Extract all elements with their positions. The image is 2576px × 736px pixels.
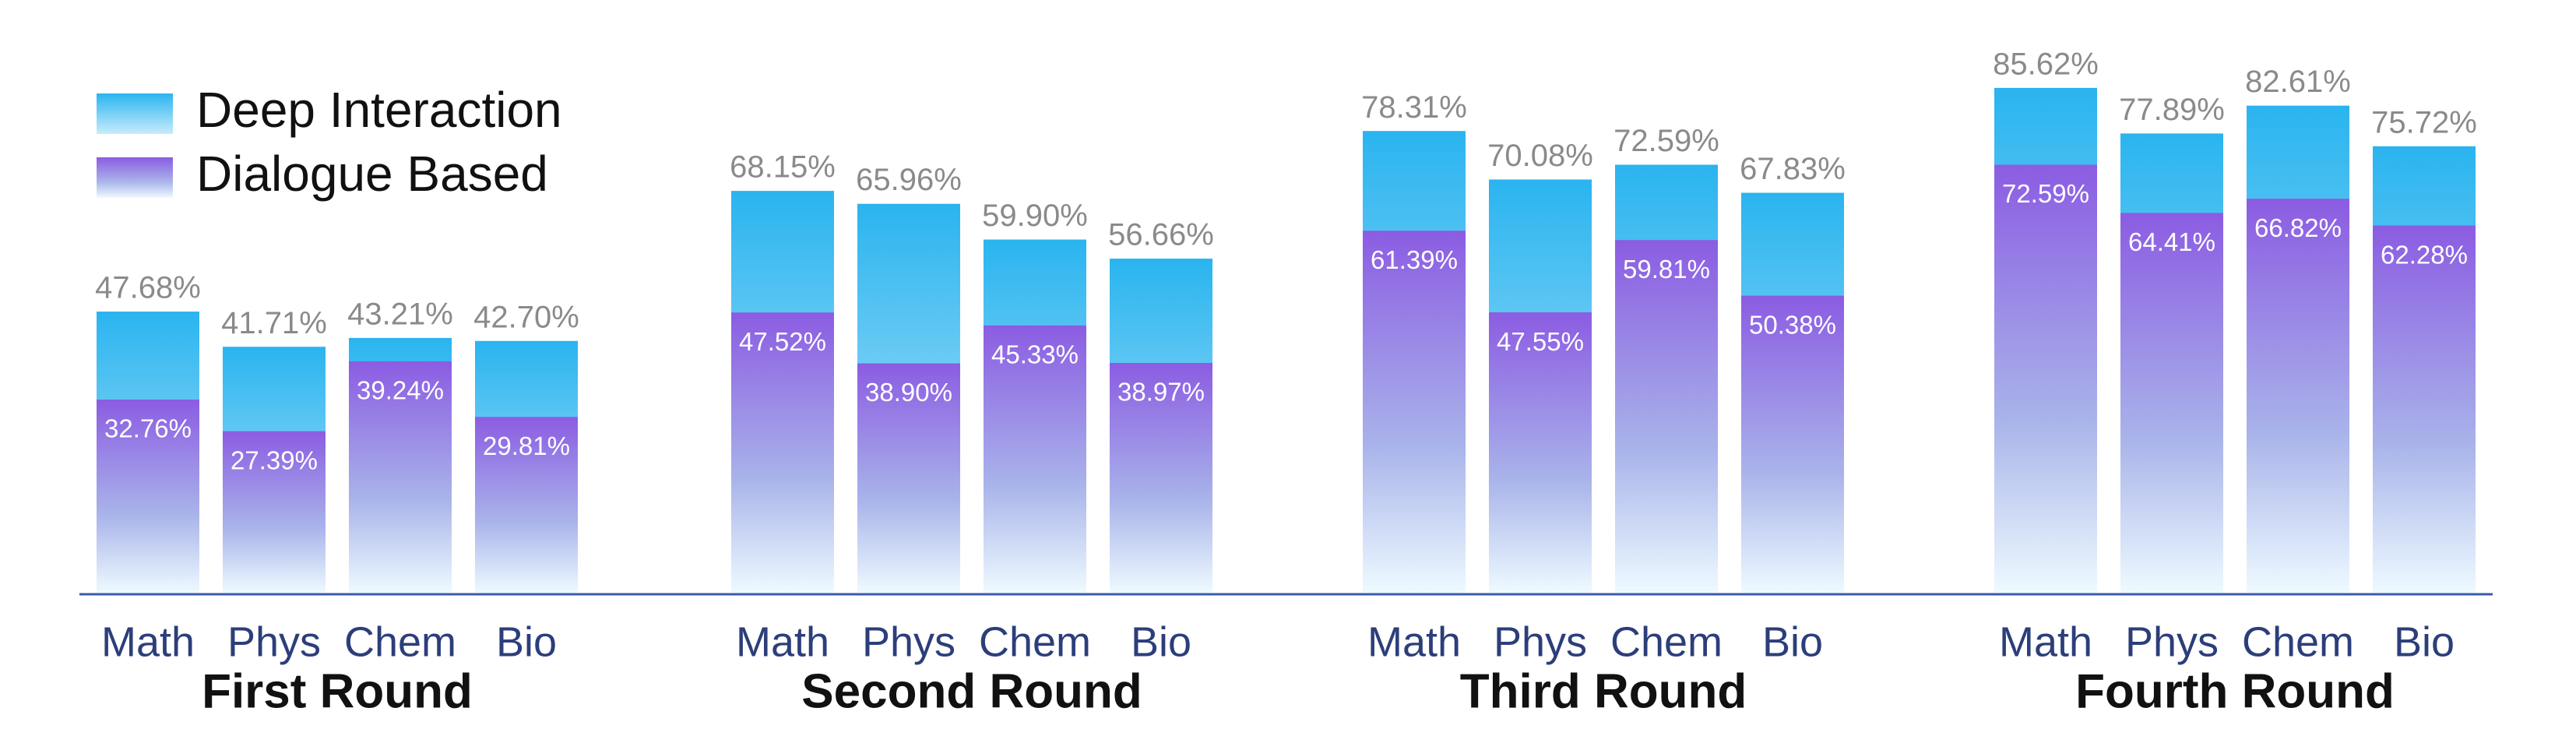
value-label: 62.28% [2381, 240, 2468, 269]
value-label: 42.70% [473, 300, 579, 334]
value-label: 77.89% [2119, 93, 2225, 127]
value-label: 43.21% [347, 297, 453, 331]
x-tick-label: Bio [1762, 618, 1823, 665]
bar [1110, 362, 1212, 593]
value-label: 45.33% [991, 340, 1079, 369]
value-label: 64.41% [2128, 227, 2215, 256]
value-label: 66.82% [2254, 213, 2342, 242]
group-label: First Round [202, 664, 473, 718]
value-label: 38.90% [865, 378, 952, 407]
bar [97, 400, 199, 593]
value-label: 68.15% [730, 150, 836, 185]
x-tick-label: Chem [1610, 618, 1723, 665]
x-tick-label: Bio [2394, 618, 2455, 665]
value-label: 41.71% [221, 306, 327, 340]
value-label: 82.61% [2245, 65, 2351, 99]
bar [857, 363, 960, 593]
bar [1741, 295, 1844, 593]
x-tick-label: Phys [862, 618, 955, 665]
value-label: 59.81% [1623, 255, 1710, 283]
value-label: 85.62% [1993, 47, 2099, 81]
value-label: 47.68% [95, 271, 201, 305]
value-label: 75.72% [2371, 105, 2477, 139]
x-tick-label: Math [1999, 618, 2092, 665]
value-label: 39.24% [357, 376, 444, 405]
value-label: 59.90% [982, 199, 1088, 233]
value-label: 47.55% [1497, 327, 1584, 356]
legend-swatch [97, 157, 173, 198]
x-tick-label: Chem [2242, 618, 2354, 665]
x-tick-label: Math [101, 618, 195, 665]
group-label: Fourth Round [2075, 664, 2395, 718]
bar [984, 325, 1086, 593]
legend-label: Deep Interaction [196, 82, 562, 138]
value-label: 78.31% [1361, 90, 1467, 125]
bar [223, 431, 326, 593]
bar [1994, 164, 2097, 593]
bar [2373, 225, 2476, 593]
value-label: 56.66% [1108, 218, 1214, 252]
legend-label: Dialogue Based [196, 146, 548, 202]
value-label: 50.38% [1749, 310, 1836, 339]
value-label: 47.52% [739, 327, 826, 356]
value-label: 38.97% [1117, 378, 1205, 407]
bar [1489, 312, 1592, 593]
x-tick-label: Phys [1494, 618, 1587, 665]
x-tick-label: Phys [2125, 618, 2219, 665]
value-label: 67.83% [1740, 152, 1846, 186]
x-tick-label: Phys [227, 618, 321, 665]
value-label: 61.39% [1371, 245, 1458, 274]
group-label: Second Round [801, 664, 1142, 718]
value-label: 72.59% [1614, 124, 1719, 158]
legend-swatch [97, 93, 173, 134]
x-tick-label: Math [1367, 618, 1461, 665]
x-tick-label: Chem [979, 618, 1091, 665]
bar [349, 361, 452, 593]
x-tick-label: Math [736, 618, 829, 665]
value-label: 32.76% [104, 414, 192, 443]
value-label: 72.59% [2002, 179, 2089, 208]
value-label: 29.81% [483, 431, 570, 460]
value-label: 27.39% [231, 445, 318, 474]
bar [475, 417, 578, 593]
x-tick-label: Chem [344, 618, 456, 665]
bar [1615, 240, 1718, 593]
x-tick-label: Bio [496, 618, 557, 665]
value-label: 70.08% [1487, 139, 1593, 173]
bar [1363, 231, 1466, 593]
bar [731, 312, 834, 593]
value-label: 65.96% [856, 163, 962, 197]
bar [2247, 199, 2349, 593]
group-label: Third Round [1460, 664, 1747, 718]
x-tick-label: Bio [1131, 618, 1191, 665]
bar [2120, 213, 2223, 593]
